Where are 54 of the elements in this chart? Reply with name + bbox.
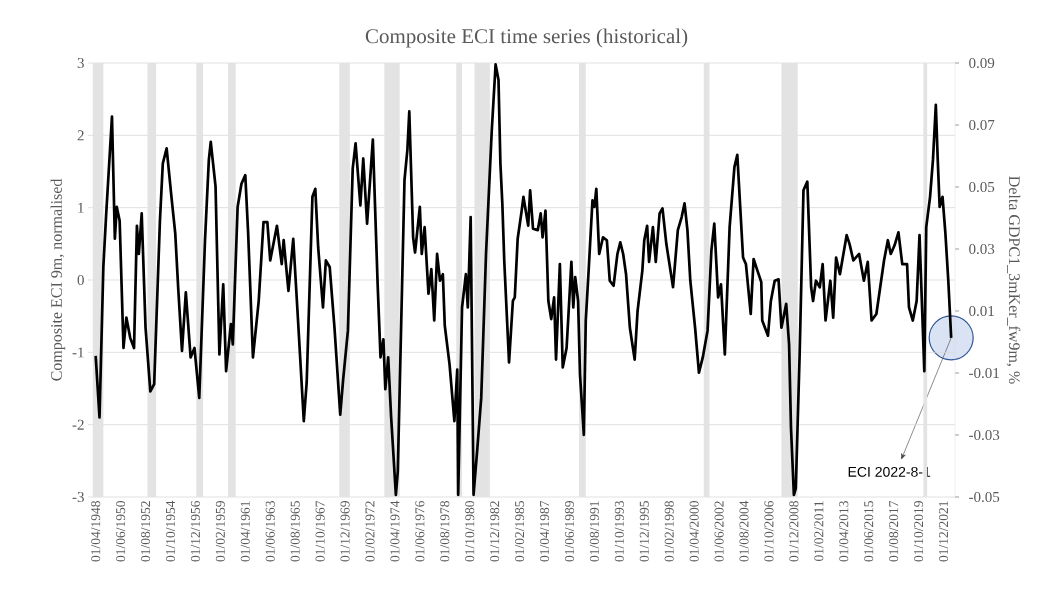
y2-tick-label: -0.01 [969, 367, 999, 379]
x-tick-label: 01/08/1991 [589, 501, 599, 562]
annotation: ECI 2022-8-1 [848, 466, 931, 477]
y-tick-label: -2 [72, 419, 84, 430]
x-tick-label: 01/12/1969 [340, 501, 350, 562]
x-tick-label: 01/10/2019 [914, 501, 924, 562]
x-tick-label: 01/12/1995 [639, 501, 649, 562]
x-tick-label: 01/12/2021 [938, 501, 949, 562]
y-tick-label: -3 [72, 491, 84, 503]
y-tick-label: 2 [77, 130, 84, 141]
y-tick-label: 1 [78, 202, 84, 213]
x-tick-label: 01/10/1954 [165, 500, 176, 562]
x-tick-label: 01/12/2008 [789, 501, 799, 562]
y2-axis-title: Delta GDPC1_3mKer_fw9m, % [1006, 176, 1021, 384]
y-tick-label: -1 [72, 347, 84, 358]
x-tick-label: 01/06/1976 [415, 500, 425, 562]
x-tick-label: 01/06/1989 [564, 501, 575, 562]
x-tick-label: 01/10/2006 [764, 500, 774, 562]
y2-tick-label: 0.09 [969, 57, 995, 69]
y2-tick-label: -0.05 [969, 491, 1000, 503]
x-tick-label: 01/06/2015 [864, 501, 874, 562]
x-tick-label: 01/04/2000 [689, 501, 699, 562]
x-tick-label: 01/04/1961 [240, 501, 250, 562]
x-tick-label: 01/02/1972 [365, 501, 375, 562]
y-tick-label: 0 [77, 274, 84, 286]
y2-tick-label: 0.05 [969, 181, 995, 193]
x-tick-label: 01/12/1982 [490, 501, 500, 562]
x-tick-label: 01/12/1956 [190, 500, 200, 562]
x-tick-label: 01/08/1978 [440, 501, 450, 562]
y-axis-title: Composite ECI 9m, normalised [50, 178, 66, 381]
x-tick-label: 01/04/1948 [91, 501, 101, 562]
x-tick-label: 01/10/1993 [614, 501, 624, 562]
x-tick-label: 01/02/2011 [814, 501, 824, 562]
x-tick-label: 01/10/1980 [465, 501, 475, 562]
x-tick-label: 01/06/1963 [265, 501, 275, 562]
x-tick-label: 01/02/1959 [215, 501, 225, 562]
x-tick-label: 01/08/1965 [290, 501, 300, 562]
x-tick-label: 01/08/2004 [739, 500, 749, 562]
y2-tick-label: 0.03 [969, 243, 995, 255]
x-tick-label: 01/02/1985 [515, 501, 525, 562]
x-tick-label: 01/08/1952 [140, 501, 151, 562]
chart-title: Composite ECI time series (historical) [365, 28, 688, 48]
x-tick-label: 01/06/1950 [116, 501, 126, 562]
x-tick-label: 01/04/1987 [539, 500, 550, 562]
x-tick-label: 01/08/2017 [889, 500, 899, 562]
y2-tick-label: 0.07 [969, 119, 995, 131]
y-tick-label: 3 [77, 57, 84, 69]
x-tick-label: 01/06/2002 [714, 501, 724, 562]
x-tick-label: 01/10/1967 [315, 500, 325, 562]
x-tick-label: 01/04/1974 [390, 500, 400, 562]
x-tick-label: 01/02/1998 [664, 501, 674, 562]
y2-tick-label: 0.01 [969, 305, 994, 317]
x-tick-label: 01/04/2013 [839, 501, 849, 562]
y2-tick-label: -0.03 [969, 429, 1000, 441]
